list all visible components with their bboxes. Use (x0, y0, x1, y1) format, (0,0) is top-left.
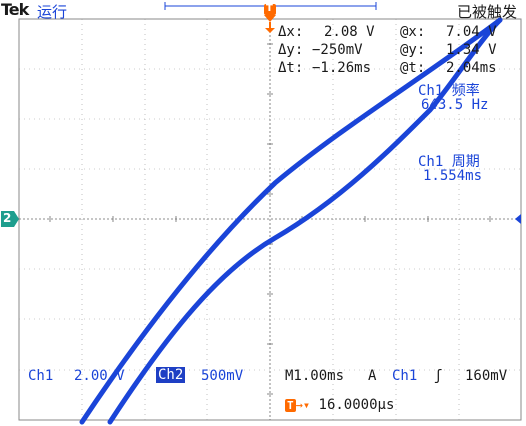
timebase-scale[interactable]: M1.00ms (285, 368, 345, 384)
cursor-dx-value: 2.08 V (324, 24, 375, 40)
ch1-period-value: 1.554ms (423, 168, 483, 184)
graticule-axes (19, 19, 521, 420)
trace-lower-branch (107, 17, 503, 425)
ch1-label[interactable]: Ch1 (28, 368, 54, 384)
trigger-position-letter: T (266, 3, 273, 14)
cursor-ay-label: @y: (400, 42, 426, 58)
ch2-scale[interactable]: 500mV (201, 368, 244, 384)
ch2-label[interactable]: Ch2 (156, 367, 186, 383)
trigger-source[interactable]: Ch1 (392, 368, 418, 384)
brand-logo: Tek (1, 0, 29, 19)
cursor-dt-value: −1.26ms (312, 60, 372, 76)
ch2-marker-label: 2 (3, 211, 12, 225)
cursor-ay-value: 1.34 V (446, 42, 497, 58)
trigger-offset-group[interactable]: T →▾ 16.0000µs (285, 397, 394, 413)
trigger-offset-arrow-icon: →▾ (295, 398, 311, 412)
cursor-at-label: @t: (400, 60, 426, 76)
cursor-dt-label: Δt: (278, 60, 304, 76)
cursor-at-value: 2.04ms (446, 60, 497, 76)
ch1-frequency-label: Ch1 频率 (418, 83, 480, 99)
trigger-slope-icon[interactable]: ʃ (434, 368, 443, 384)
ch1-period-label: Ch1 周期 (418, 154, 480, 170)
ch2-ground-marker[interactable] (1, 211, 19, 227)
trigger-status-label: 已被触发 (457, 3, 518, 21)
cursor-dx-label: Δx: (278, 24, 304, 40)
trigger-offset-value: 16.0000µs (318, 397, 395, 413)
run-state-label: 运行 (37, 3, 68, 21)
cursor-ax-value: 7.04 V (446, 24, 497, 40)
trigger-level[interactable]: 160mV (465, 368, 508, 384)
ch1-scale[interactable]: 2.00 V (74, 368, 125, 384)
right-level-pointer (515, 214, 521, 224)
trigger-offset-badge: T (285, 399, 296, 412)
trigger-mode: A (368, 368, 377, 384)
xy-trace (79, 17, 503, 425)
cursor-dy-value: −250mV (312, 42, 363, 58)
cursor-ax-label: @x: (400, 24, 426, 40)
trace-upper-branch (79, 17, 503, 425)
cursor-dy-label: Δy: (278, 42, 304, 58)
ch1-frequency-value: 643.5 Hz (421, 97, 489, 113)
trigger-position-marker[interactable] (264, 4, 276, 33)
